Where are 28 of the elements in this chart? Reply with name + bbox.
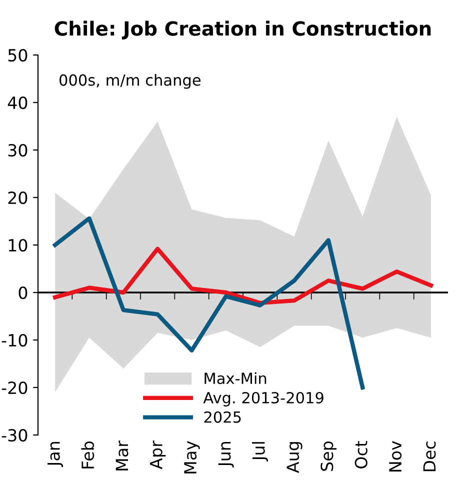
x-tick-label: Mar (116, 440, 128, 470)
x-tick-label: Sep (320, 441, 336, 471)
x-tick-label: Dec (423, 442, 436, 472)
y-tick-label: 10 (8, 238, 28, 252)
x-tick-label: Jun (218, 442, 234, 468)
x-tick-label: Feb (81, 441, 94, 468)
x-tick-label: Apr (150, 440, 166, 470)
y-tick-label: -20 (2, 381, 28, 394)
line-series (53, 246, 433, 306)
y-tick-label: 50 (8, 48, 28, 62)
line-series (53, 216, 365, 390)
annotation: 000s, m/m change (60, 74, 201, 89)
legend-label: 2025 (204, 411, 241, 423)
x-tick-label: Jul (252, 442, 268, 462)
chart-title: Chile: Job Creation in Construction (54, 20, 431, 40)
x-tick-label: May (184, 441, 200, 474)
y-tick-label: 40 (8, 96, 28, 110)
x-tick-label: Jan (48, 442, 64, 468)
legend-label: Avg. 2013-2019 (203, 392, 324, 406)
y-tick-label: 30 (8, 144, 28, 157)
x-tick-label: Aug (286, 442, 302, 473)
x-tick-label: Nov (389, 441, 402, 472)
y-tick-label: 0 (18, 286, 28, 300)
legend-label: Max-Min (204, 372, 266, 384)
x-tick-label: Oct (354, 440, 368, 468)
y-tick-label: -30 (2, 428, 28, 442)
y-tick-label: -10 (2, 334, 28, 347)
y-tick-label: 20 (8, 191, 28, 204)
